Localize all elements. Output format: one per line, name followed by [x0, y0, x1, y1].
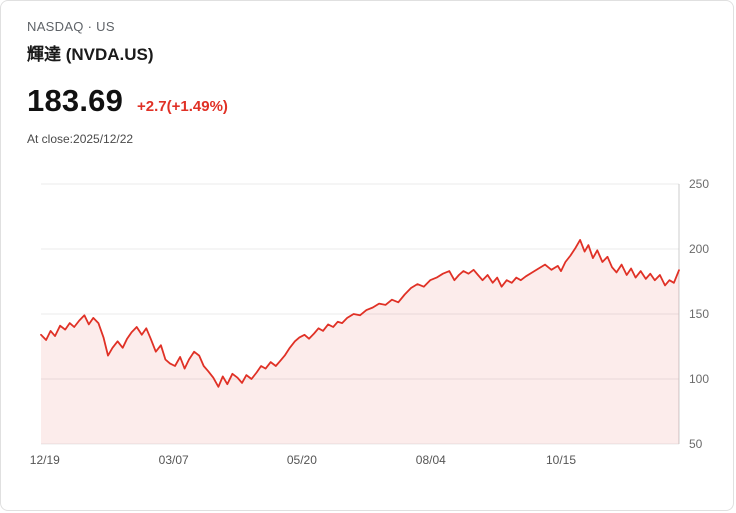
price-chart[interactable]: 250 200 150 100 50 12/19 03/07 05/20 08/04 10/15	[1, 167, 734, 497]
x-tick-label: 12/19	[30, 453, 60, 467]
y-tick-label: 150	[689, 307, 709, 321]
last-price: 183.69	[27, 83, 124, 118]
y-tick-label: 100	[689, 372, 709, 386]
price-row: 183.69 +2.7(+1.49%)	[27, 83, 709, 119]
exchange-label: NASDAQ · US	[27, 19, 115, 34]
price-line	[40, 239, 680, 388]
price-change: +2.7(+1.49%)	[137, 98, 228, 115]
y-tick-label: 200	[689, 242, 709, 256]
quote-header: NASDAQ · US 輝達 (NVDA.US) 183.69 +2.7(+1.…	[1, 1, 733, 146]
x-tick-label: 05/20	[287, 453, 317, 467]
stock-name: 輝達 (NVDA.US)	[27, 45, 154, 64]
as-of-label: At close:2025/12/22	[27, 132, 134, 146]
x-tick-label: 10/15	[546, 453, 576, 467]
y-tick-label: 250	[689, 177, 709, 191]
x-tick-label: 03/07	[159, 453, 189, 467]
chart-canvas[interactable]: 250 200 150 100 50 12/19 03/07 05/20 08/04 10/15	[1, 167, 734, 497]
x-tick-label: 08/04	[416, 453, 446, 467]
y-tick-label: 50	[689, 437, 703, 451]
price-area	[41, 239, 679, 444]
